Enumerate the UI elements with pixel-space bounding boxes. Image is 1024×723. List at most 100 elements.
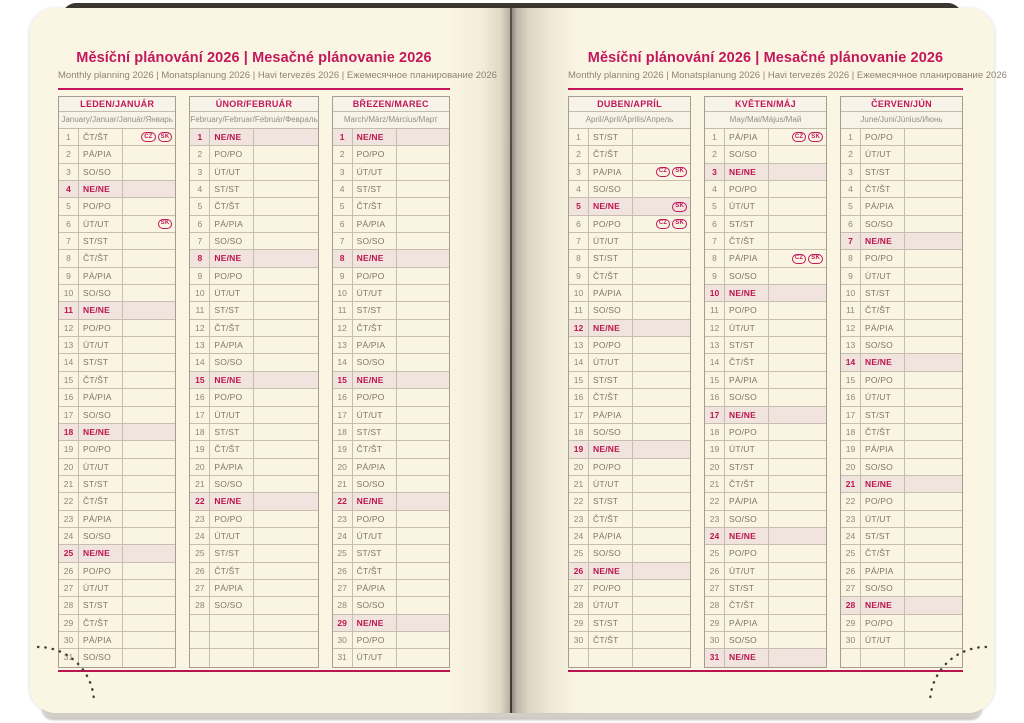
day-weekday: ČT/ŠT	[725, 475, 769, 493]
day-note-cell	[769, 493, 826, 510]
day-row: 28 SO/SO	[332, 597, 449, 615]
day-weekday: ST/ST	[79, 233, 123, 250]
day-number: 14	[569, 354, 589, 371]
day-number: 26	[333, 562, 353, 580]
day-note-cell: CZ SK	[633, 164, 690, 181]
day-number	[569, 649, 589, 667]
day-weekday: PÁ/PIA	[79, 267, 123, 285]
day-row: 7 ÚT/UT	[569, 233, 690, 251]
day-weekday: SO/SO	[353, 233, 397, 250]
day-row: 21 SO/SO	[190, 475, 318, 494]
day-weekday: ÚT/UT	[79, 337, 123, 354]
day-number: 26	[190, 562, 211, 580]
day-row: 24 ÚT/UT	[190, 527, 318, 546]
day-weekday: NE/NE	[210, 129, 255, 146]
day-number: 16	[705, 389, 725, 406]
day-note-cell	[633, 146, 690, 163]
day-note-cell	[769, 216, 826, 233]
day-number: 18	[190, 423, 211, 441]
day-weekday: PÁ/PIA	[725, 614, 769, 632]
day-weekday: PÁ/PIA	[353, 579, 397, 597]
day-weekday: SO/SO	[353, 597, 397, 614]
day-row: 24 SO/SO	[59, 527, 176, 546]
day-number: 6	[569, 215, 589, 233]
day-number: 23	[705, 510, 725, 528]
month-table: ČERVEN/JÚN June/Juni/Június/Июнь 1 PO/PO 2 ÚT…	[840, 96, 963, 668]
holiday-badge-sk: SK	[157, 218, 173, 229]
day-row: 26 ÚT/UT	[705, 562, 826, 580]
day-note-cell	[633, 407, 690, 424]
day-weekday: NE/NE	[353, 371, 397, 389]
day-number: 28	[190, 597, 211, 614]
day-number: 31	[705, 649, 725, 667]
day-number: 29	[333, 614, 353, 632]
day-number: 3	[59, 163, 79, 181]
day-number: 17	[705, 406, 725, 423]
day-weekday: ÚT/UT	[725, 319, 769, 337]
day-row: 26 ČT/ŠT	[332, 562, 449, 580]
day-number: 21	[705, 475, 725, 493]
day-weekday: PO/PO	[79, 562, 123, 580]
day-note-cell	[905, 233, 962, 250]
holiday-badge-sk: SK	[672, 166, 687, 177]
day-number: 1	[841, 129, 861, 146]
day-row: 25 ČT/ŠT	[841, 545, 962, 563]
day-weekday: SO/SO	[725, 631, 769, 649]
day-row: 22 ST/ST	[569, 493, 690, 511]
day-weekday: ČT/ŠT	[210, 319, 255, 337]
day-weekday: NE/NE	[861, 233, 905, 250]
day-weekday: ST/ST	[589, 129, 633, 146]
day-row: 1 ČT/ŠT CZ SK	[59, 129, 176, 147]
day-note-cell	[397, 615, 449, 632]
day-weekday: PO/PO	[210, 146, 255, 163]
month-subtitle: April/April/Április/Апрель	[569, 112, 690, 129]
day-weekday: ÚT/UT	[725, 198, 769, 215]
day-note-cell	[397, 129, 449, 146]
day-row: 4 PO/PO	[705, 181, 826, 199]
day-number: 28	[333, 597, 353, 614]
day-note-cell	[633, 285, 690, 302]
day-weekday: PO/PO	[353, 389, 397, 406]
day-note-cell	[123, 407, 175, 424]
day-note-cell	[905, 285, 962, 302]
month-name: ČERVEN/JÚN	[841, 97, 962, 112]
day-row: 18 NE/NE	[59, 423, 176, 442]
day-row: 4 ST/ST	[190, 181, 318, 199]
day-note-cell	[905, 372, 962, 389]
day-row: 11 ČT/ŠT	[841, 302, 962, 320]
day-note-cell	[397, 285, 449, 302]
day-number	[190, 614, 211, 631]
day-number: 7	[59, 233, 79, 250]
day-number: 22	[569, 493, 589, 510]
day-number: 2	[569, 146, 589, 163]
day-row: 17 NE/NE	[705, 406, 826, 424]
day-number: 16	[333, 389, 353, 406]
day-weekday: SO/SO	[210, 354, 255, 371]
day-row: 22 PO/PO	[841, 493, 962, 511]
month-table: DUBEN/APRÍL April/April/Április/Апрель 1 ST…	[568, 96, 691, 668]
day-weekday: NE/NE	[79, 423, 123, 441]
day-note-cell	[633, 597, 690, 614]
day-note-cell	[397, 354, 449, 371]
day-number: 23	[333, 510, 353, 528]
day-note-cell	[633, 649, 690, 666]
day-number: 22	[190, 493, 211, 510]
day-row: 12 PO/PO	[59, 319, 176, 338]
day-number: 23	[841, 510, 861, 528]
day-row: 3 SO/SO	[59, 163, 176, 182]
day-weekday: ST/ST	[210, 545, 255, 562]
day-row: 5 PO/PO	[59, 198, 176, 216]
day-note-cell	[769, 233, 826, 250]
day-number: 25	[190, 545, 211, 562]
month-name: BŘEZEN/MAREC	[332, 97, 449, 112]
day-number: 2	[59, 146, 79, 163]
day-weekday: NE/NE	[589, 562, 633, 580]
day-note-cell	[905, 198, 962, 215]
day-number: 21	[59, 475, 79, 493]
day-row: 20 ST/ST	[705, 458, 826, 476]
title-rule	[58, 88, 450, 90]
day-weekday: PO/PO	[79, 319, 123, 337]
day-weekday: NE/NE	[79, 545, 123, 562]
day-number: 14	[333, 354, 353, 371]
day-weekday: PO/PO	[589, 458, 633, 476]
